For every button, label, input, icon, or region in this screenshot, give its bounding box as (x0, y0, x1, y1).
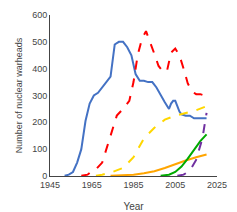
svg-text:2025: 2025 (207, 180, 227, 190)
svg-text:600: 600 (32, 10, 47, 20)
svg-text:200: 200 (32, 117, 47, 127)
svg-text:300: 300 (32, 91, 47, 101)
svg-text:0: 0 (42, 171, 47, 181)
svg-text:Number of nuclear warheads: Number of nuclear warheads (14, 37, 24, 153)
svg-text:Year: Year (123, 201, 144, 212)
svg-text:1945: 1945 (40, 180, 60, 190)
svg-text:2005: 2005 (165, 180, 185, 190)
svg-text:1985: 1985 (123, 180, 143, 190)
svg-text:400: 400 (32, 64, 47, 74)
svg-text:100: 100 (32, 144, 47, 154)
svg-text:1965: 1965 (82, 180, 102, 190)
svg-text:500: 500 (32, 37, 47, 47)
